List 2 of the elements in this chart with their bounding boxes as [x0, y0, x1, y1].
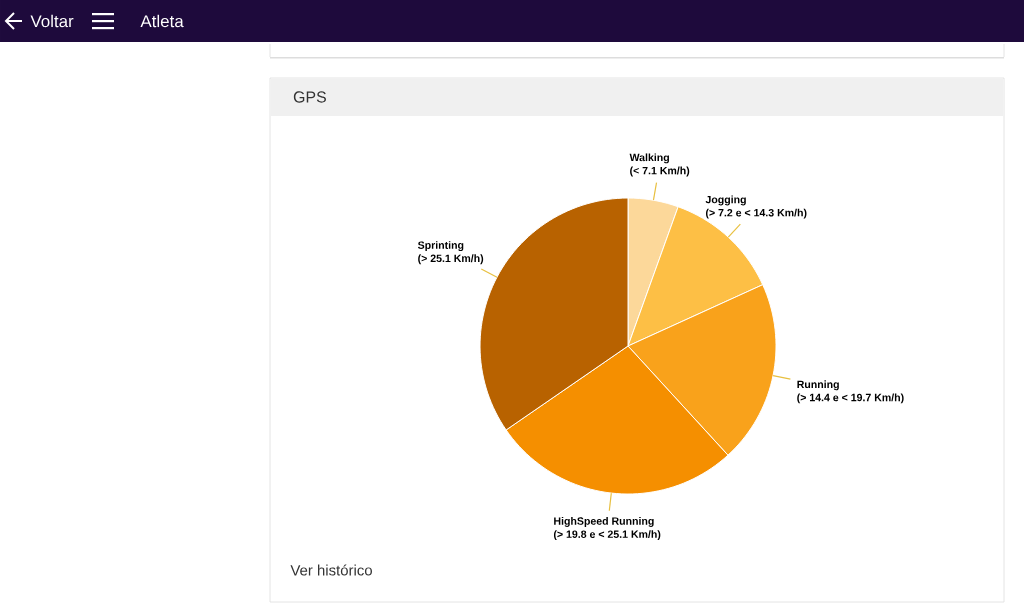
text: Atleta: [140, 14, 184, 28]
text: Voltar: [30, 14, 74, 28]
